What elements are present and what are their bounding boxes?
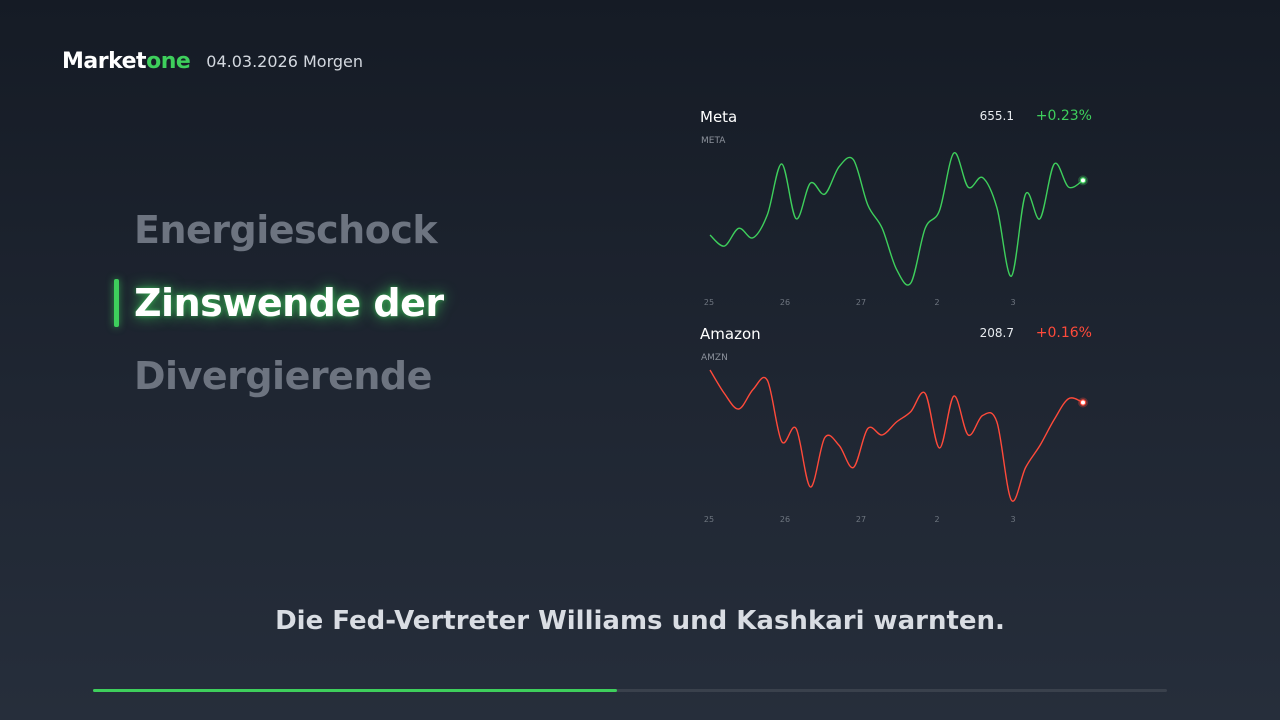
meta-last-point — [1079, 177, 1087, 184]
amazon-x-tick-label: 25 — [704, 515, 714, 524]
progress-fill — [93, 689, 618, 692]
topic-item-1: Energieschock — [134, 208, 438, 252]
amazon-chart-change: +0.16% — [1035, 325, 1092, 341]
progress-track — [93, 689, 1167, 692]
header-date: 04.03.2026 Morgen — [206, 51, 364, 71]
meta-price-line — [709, 152, 1084, 286]
meta-chart-plot: 25 26 27 2 3 — [704, 152, 1088, 307]
subtitle-caption: Die Fed-Vertreter Williams und Kashkari … — [275, 606, 1005, 636]
meta-x-tick-label: 3 — [1010, 298, 1015, 307]
amazon-x-tick-label: 26 — [780, 515, 790, 524]
header: Marketone 04.03.2026 Morgen — [62, 46, 363, 76]
meta-chart-ticker: META — [701, 136, 726, 146]
amazon-x-tick-label: 3 — [1010, 515, 1015, 524]
meta-x-tick-label: 2 — [934, 298, 939, 307]
amazon-chart-ticker: AMZN — [701, 353, 728, 363]
meta-x-tick-label: 27 — [856, 298, 866, 307]
amazon-x-tick-label: 27 — [856, 515, 866, 524]
topic-item-2-active: Zinswende der — [114, 273, 444, 333]
amazon-chart: 25 26 27 2 3 Amazon 208.7 +0.16% AMZN — [700, 325, 1100, 540]
topic-item-3: Divergierende — [134, 354, 432, 398]
amazon-chart-plot: 25 26 27 2 3 — [704, 369, 1088, 524]
meta-x-tick-label: 26 — [780, 298, 790, 307]
amazon-last-point — [1079, 399, 1087, 406]
meta-x-tick-label: 25 — [704, 298, 714, 307]
meta-chart-price: 655.1 — [979, 109, 1014, 123]
brand-logo-main: Market — [62, 48, 147, 74]
amazon-chart-price: 208.7 — [979, 326, 1014, 340]
brand-logo-accent: one — [146, 48, 191, 74]
meta-chart: 25 26 27 2 3 Meta 655.1 +0.23% META — [700, 108, 1100, 323]
brand-logo: Marketone — [62, 48, 191, 74]
meta-chart-name: Meta — [700, 108, 738, 126]
amazon-chart-name: Amazon — [700, 325, 761, 343]
amazon-price-line — [709, 369, 1084, 502]
topic-list: Energieschock Zinswende der Divergierend… — [114, 200, 444, 419]
meta-chart-change: +0.23% — [1035, 108, 1092, 124]
amazon-x-tick-label: 2 — [934, 515, 939, 524]
